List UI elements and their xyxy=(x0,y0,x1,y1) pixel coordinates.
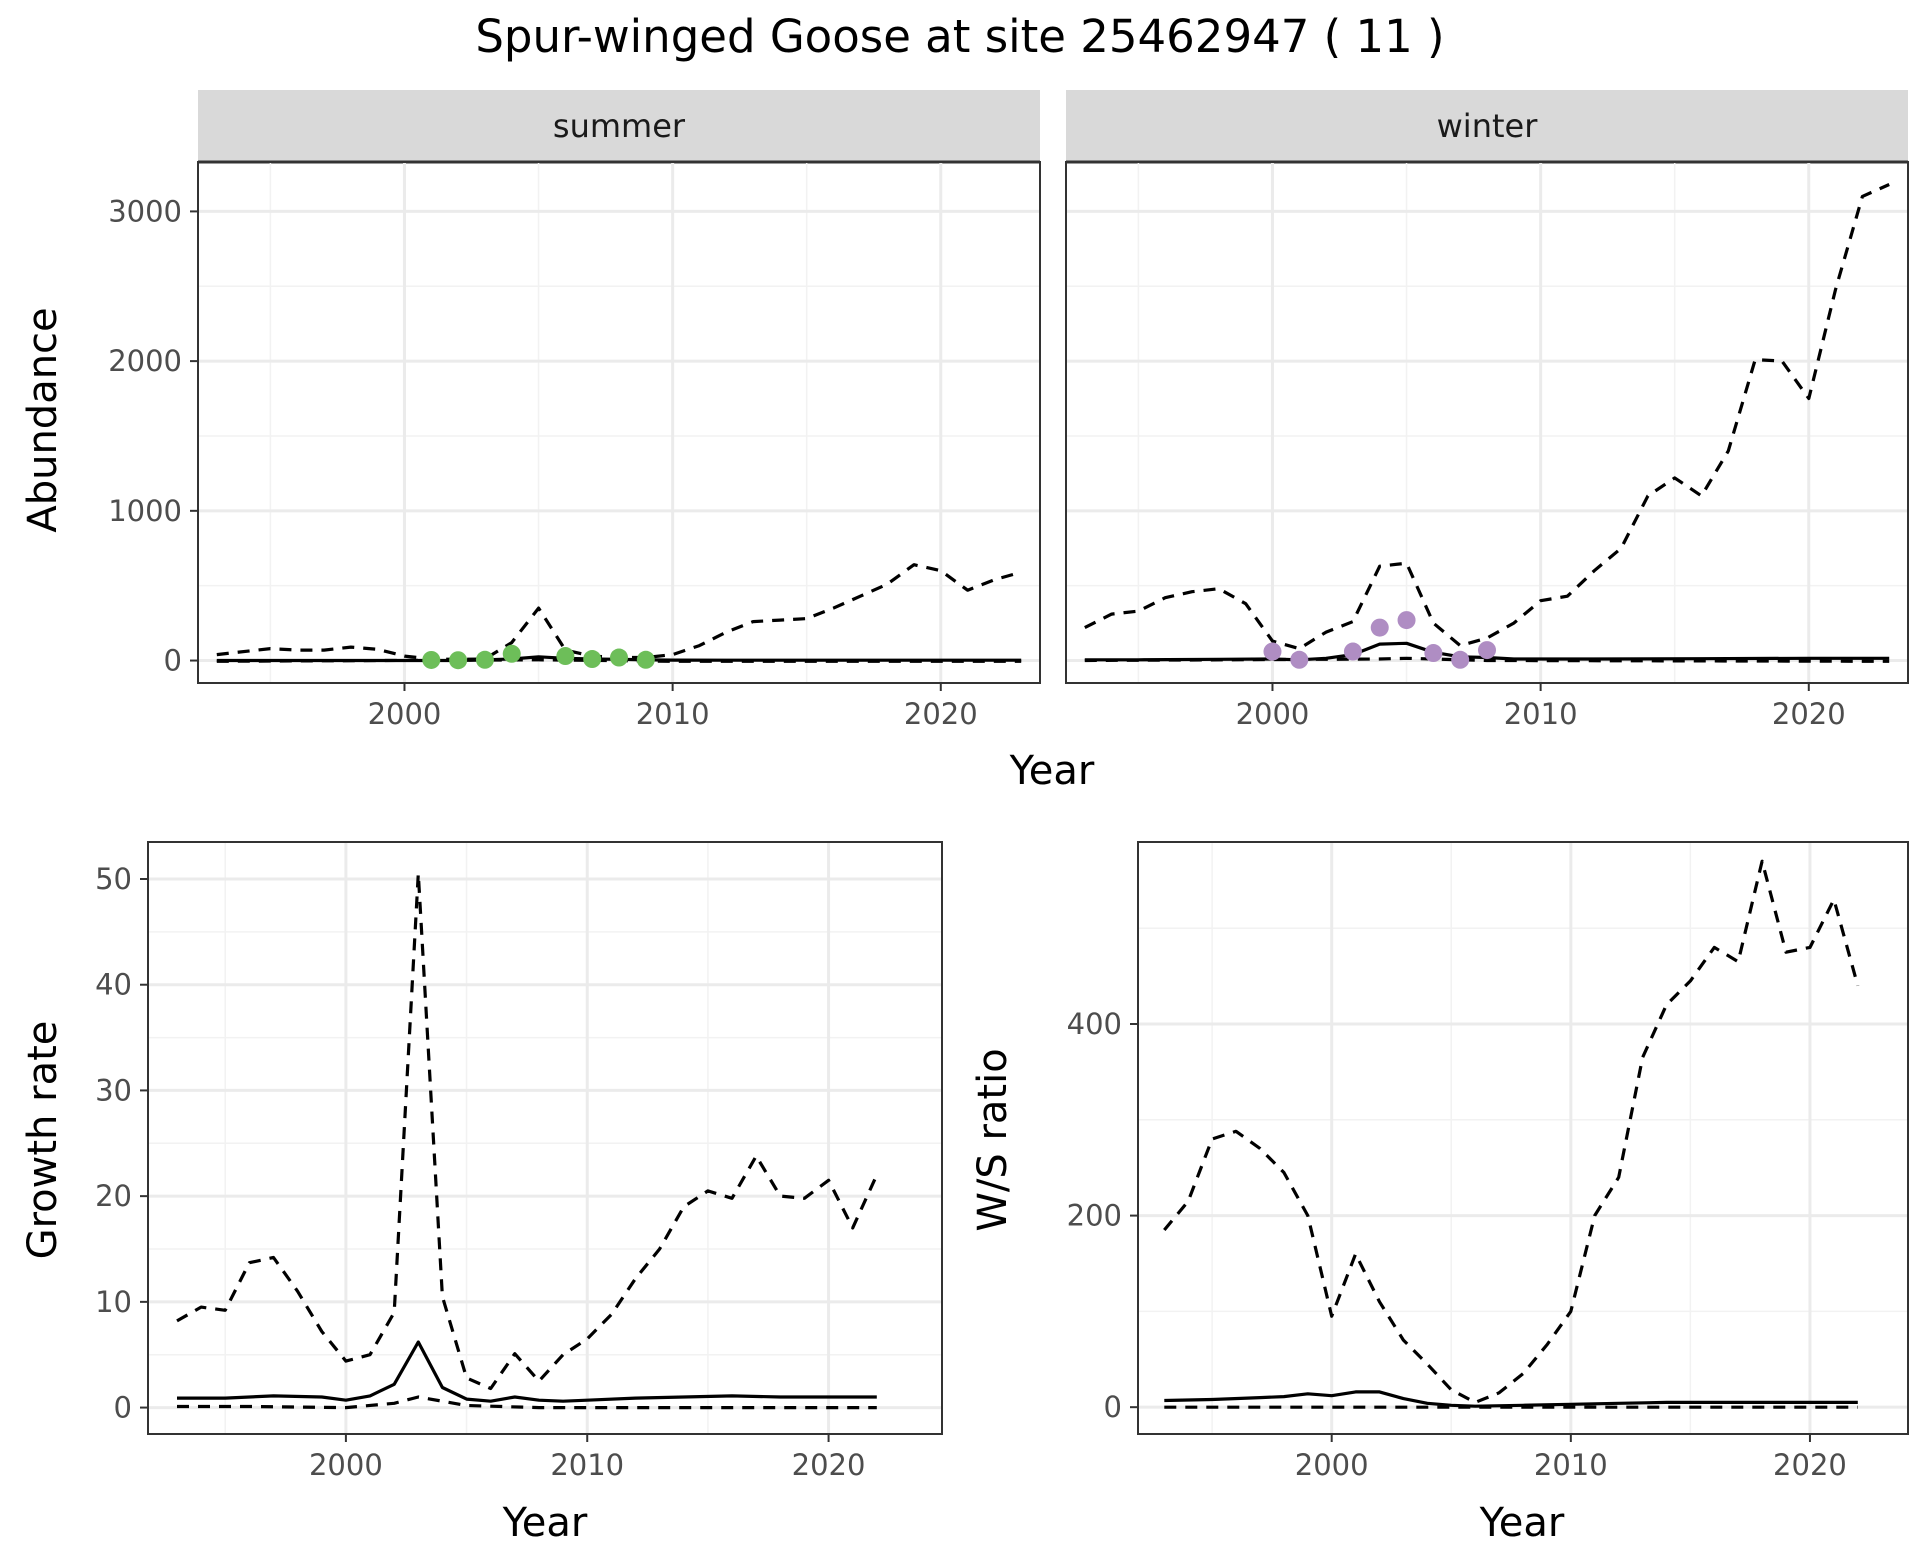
y-tick-label: 40 xyxy=(95,968,132,1002)
x-tick-label: 2010 xyxy=(550,1448,624,1482)
y-tick-label: 400 xyxy=(1067,1007,1122,1041)
series-line-bound-2 xyxy=(216,658,1022,663)
strip-summer-background xyxy=(198,90,1040,162)
observation-point xyxy=(422,650,441,669)
x-tick-label: 2020 xyxy=(1772,697,1846,731)
grid xyxy=(1066,162,1908,683)
observation-point xyxy=(610,648,628,667)
strip-summer-label: summer xyxy=(553,107,686,145)
y-tick-label: 200 xyxy=(1067,1199,1122,1233)
y-tick-label: 10 xyxy=(95,1285,132,1319)
x-tick-label: 2020 xyxy=(792,1448,866,1482)
x-tick-label: 2020 xyxy=(904,697,978,731)
observation-point xyxy=(502,644,521,663)
observation-point xyxy=(1343,642,1362,661)
x-tick-label: 2010 xyxy=(1534,1448,1608,1482)
observation-point xyxy=(1290,650,1309,669)
y-tick-label: 1000 xyxy=(108,494,182,528)
panel-winter-abundance: 2000 2010 2020 xyxy=(1065,161,1909,731)
grid xyxy=(148,842,942,1434)
x-tick-label: 2010 xyxy=(1504,697,1578,731)
observation-point xyxy=(1424,644,1443,663)
y-tick-label: 0 xyxy=(1104,1390,1122,1424)
observation-point xyxy=(636,650,655,669)
observation-point xyxy=(1370,618,1389,637)
observation-point xyxy=(1397,611,1416,630)
observation-point xyxy=(1263,642,1282,661)
observation-point xyxy=(449,651,468,670)
series-line-bound-1 xyxy=(216,563,1022,661)
observation-point xyxy=(556,647,575,666)
x-tick-label: 2000 xyxy=(1236,697,1310,731)
panel-growth-rate: 2000 2010 2020 0 10 20 30 40 50 xyxy=(95,841,943,1482)
y-tick-label: 2000 xyxy=(108,344,182,378)
x-axis-title-growth: Year xyxy=(502,1500,588,1546)
panel-ws-ratio: 2000 2010 2020 0 200 400 xyxy=(1067,841,1909,1482)
y-tick-label: 50 xyxy=(95,862,132,896)
y-axis-title-abundance: Abundance xyxy=(20,307,66,532)
y-axis-title-ws-ratio: W/S ratio xyxy=(970,1048,1016,1231)
series-line-median xyxy=(1164,1390,1858,1408)
series-line-bound-2 xyxy=(1084,656,1890,663)
series-line-bound-1 xyxy=(1163,859,1860,1405)
x-axis-title-top: Year xyxy=(1009,748,1095,794)
x-tick-label: 2020 xyxy=(1773,1448,1847,1482)
x-tick-label: 2000 xyxy=(1295,1448,1369,1482)
x-tick-label: 2010 xyxy=(636,697,710,731)
series-line-bound-1 xyxy=(1084,183,1890,651)
panel-border xyxy=(1137,841,1909,1435)
observation-point xyxy=(1451,650,1470,669)
x-tick-label: 2000 xyxy=(368,697,442,731)
panel-border xyxy=(197,161,1041,684)
series-line-bound-1 xyxy=(176,872,879,1391)
grid xyxy=(198,162,1040,683)
strip-winter-background xyxy=(1066,90,1908,162)
observation-point xyxy=(475,650,494,669)
y-tick-label: 20 xyxy=(95,1179,132,1213)
figure-title: Spur-winged Goose at site 25462947 ( 11 … xyxy=(475,10,1444,63)
y-tick-label: 30 xyxy=(95,1073,132,1107)
grid xyxy=(1138,842,1908,1434)
y-tick-label: 3000 xyxy=(108,194,182,228)
observation-point xyxy=(1478,641,1496,660)
x-tick-label: 2000 xyxy=(309,1448,383,1482)
series-line-median xyxy=(177,1340,877,1403)
panel-border xyxy=(1065,161,1909,684)
panel-summer-abundance: 2000 2010 2020 0 1000 2000 3000 xyxy=(108,161,1041,731)
x-axis-title-ratio: Year xyxy=(1479,1500,1565,1546)
panel-border xyxy=(147,841,943,1435)
y-tick-label: 0 xyxy=(114,1391,132,1425)
y-axis-title-growth-rate: Growth rate xyxy=(20,1021,66,1260)
strip-winter-label: winter xyxy=(1437,107,1539,145)
y-tick-label: 0 xyxy=(164,644,182,678)
series-line-bound-2 xyxy=(177,1395,877,1410)
observation-point xyxy=(583,650,602,669)
